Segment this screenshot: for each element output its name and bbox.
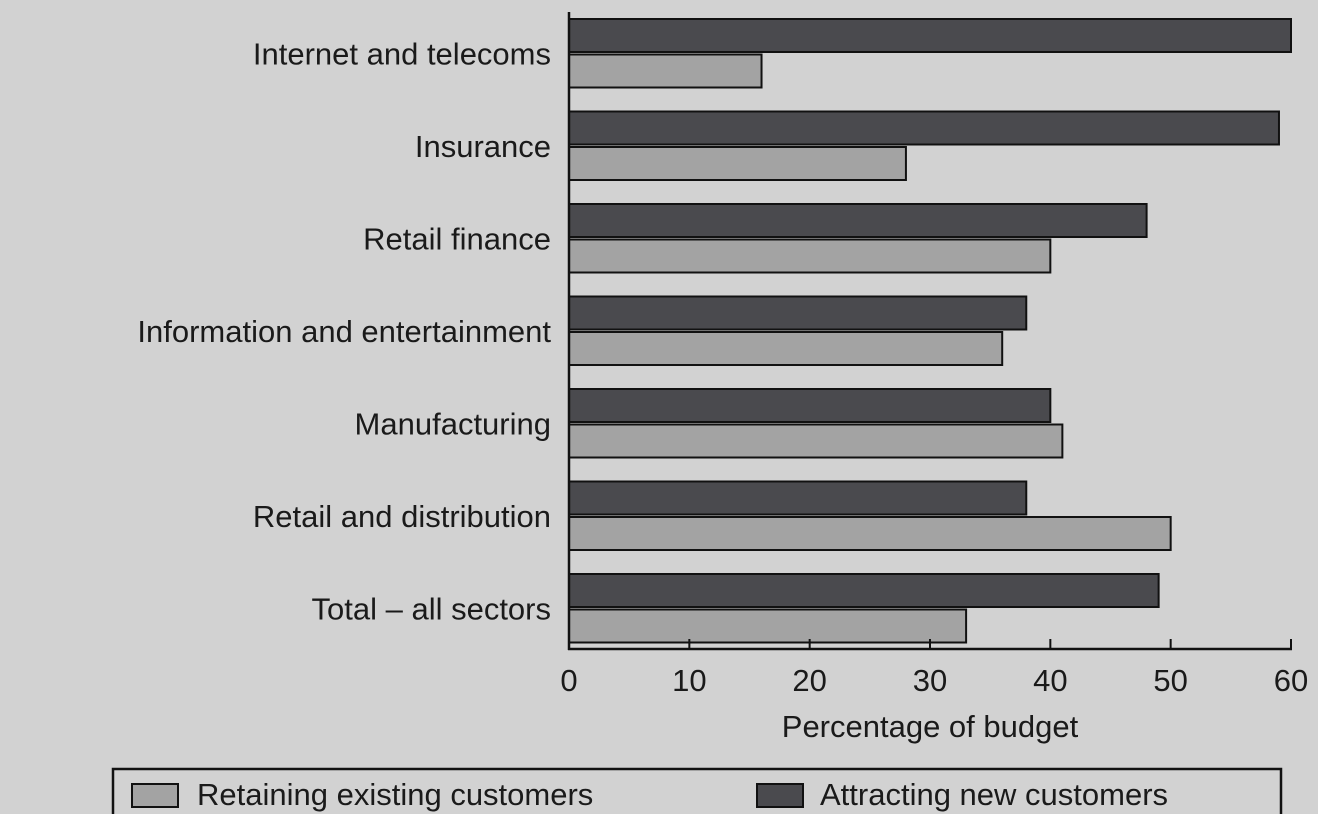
bars-layer: [568, 18, 1292, 644]
category-label-retail-and-distribution: Retail and distribution: [253, 499, 551, 534]
legend-label-retaining-existing-customers: Retaining existing customers: [197, 777, 593, 812]
category-label-insurance: Insurance: [415, 129, 551, 164]
bar-attracting-new-customers-total-all-sectors: [568, 573, 1160, 608]
category-label-retail-finance: Retail finance: [363, 221, 551, 256]
x-tick-label-0: 0: [560, 663, 577, 698]
legend-box: [111, 767, 1283, 814]
category-label-total-all-sectors: Total – all sectors: [312, 591, 552, 626]
legend-label-attracting-new-customers: Attracting new customers: [820, 777, 1168, 812]
bar-retaining-existing-customers-retail-and-distribution: [568, 516, 1172, 551]
bar-attracting-new-customers-internet-and-telecoms: [568, 18, 1292, 53]
x-axis-title: Percentage of budget: [782, 709, 1079, 744]
bar-retaining-existing-customers-information-and-entertainment: [568, 331, 1004, 366]
x-tick-label-20: 20: [792, 663, 826, 698]
category-label-information-and-entertainment: Information and entertainment: [137, 314, 551, 349]
bar-retaining-existing-customers-retail-finance: [568, 238, 1052, 274]
category-label-internet-and-telecoms: Internet and telecoms: [253, 36, 551, 71]
legend-swatch-retaining-existing-customers: [131, 783, 179, 808]
bar-attracting-new-customers-insurance: [568, 110, 1280, 146]
x-tick-label-10: 10: [672, 663, 706, 698]
bar-retaining-existing-customers-manufacturing: [568, 423, 1064, 459]
bar-retaining-existing-customers-total-all-sectors: [568, 608, 968, 644]
bar-attracting-new-customers-information-and-entertainment: [568, 295, 1028, 331]
x-tick-label-60: 60: [1274, 663, 1308, 698]
x-axis: 0 10 20 30 40 50 60: [560, 12, 1308, 698]
category-labels: Internet and telecoms Insurance Retail fin…: [137, 36, 551, 626]
category-label-manufacturing: Manufacturing: [355, 406, 551, 441]
bar-attracting-new-customers-retail-finance: [568, 203, 1148, 238]
bar-attracting-new-customers-manufacturing: [568, 388, 1052, 423]
bar-attracting-new-customers-retail-and-distribution: [568, 480, 1028, 516]
x-tick-label-40: 40: [1033, 663, 1067, 698]
x-tick-label-50: 50: [1153, 663, 1187, 698]
legend: Retaining existing customers Attracting n…: [111, 767, 1283, 814]
bar-retaining-existing-customers-insurance: [568, 146, 907, 181]
legend-swatch-attracting-new-customers: [756, 783, 804, 808]
bar-retaining-existing-customers-internet-and-telecoms: [568, 53, 763, 89]
x-tick-label-30: 30: [913, 663, 947, 698]
